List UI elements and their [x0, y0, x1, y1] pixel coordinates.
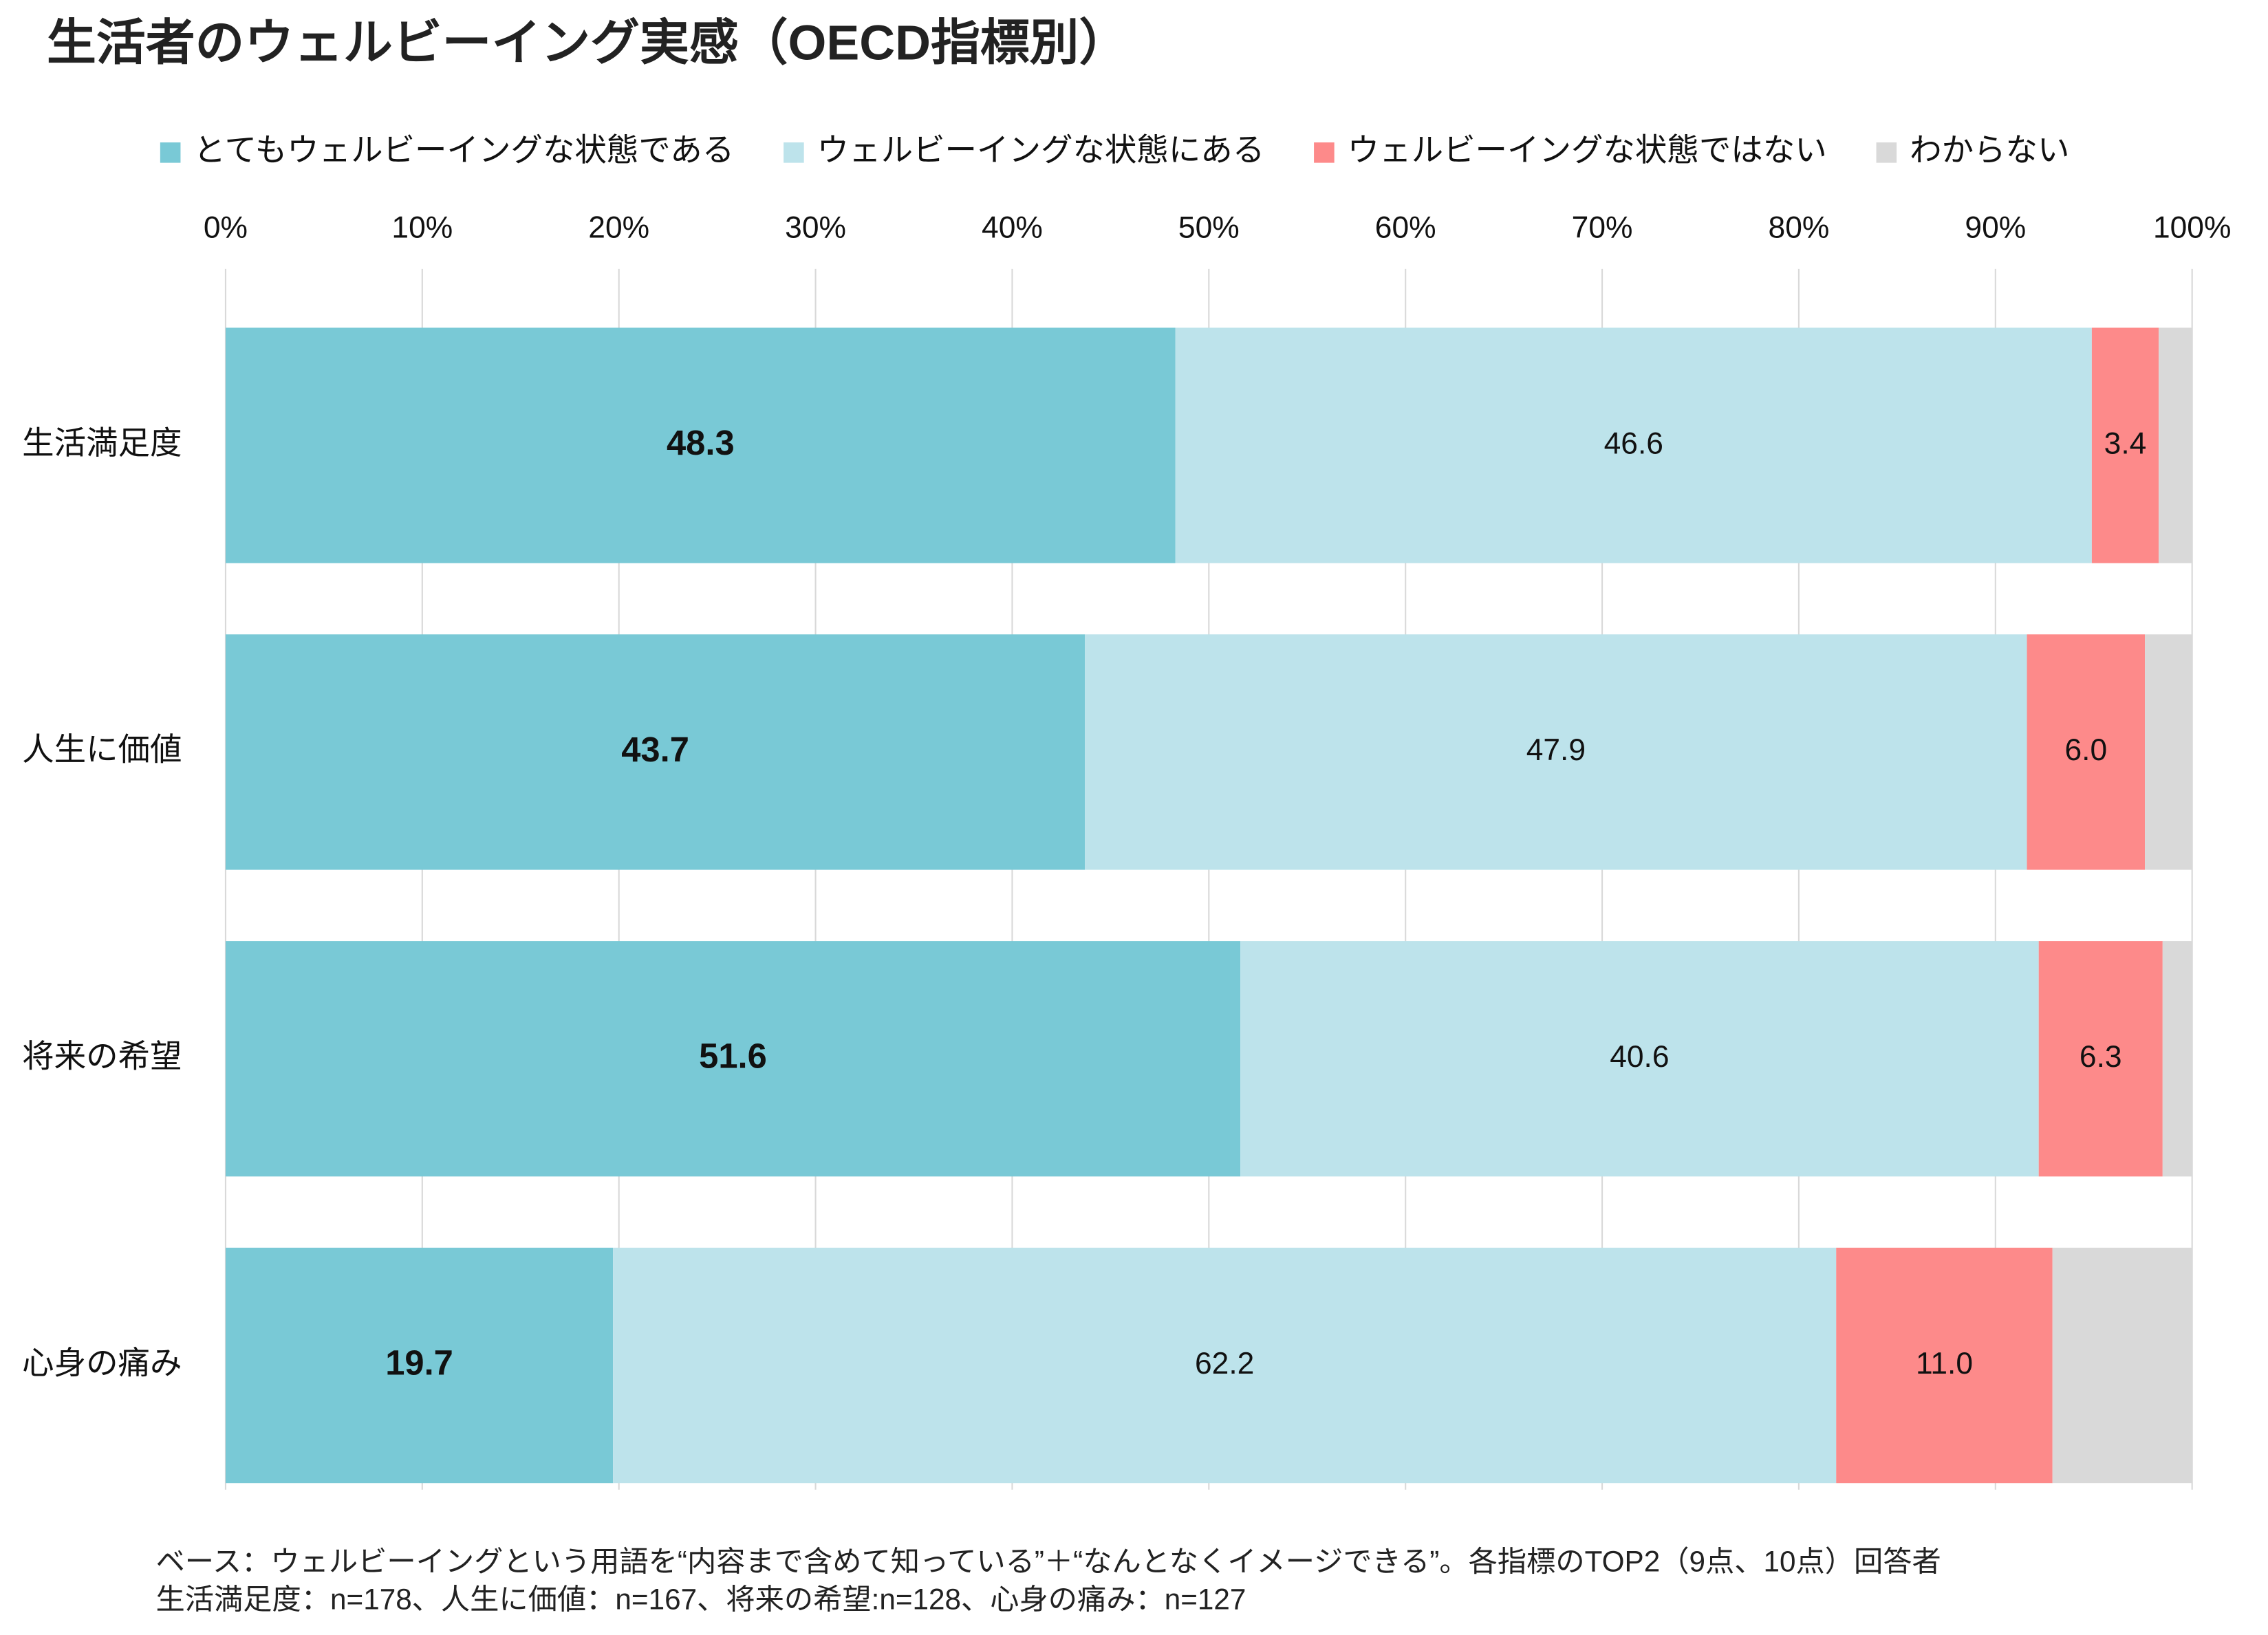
legend-label: わからない [1910, 132, 2069, 168]
bar-segment [225, 941, 1241, 1177]
bar-segment [1836, 1247, 2053, 1484]
legend-swatch [1314, 142, 1335, 163]
legend-swatch [1876, 142, 1897, 163]
bar-segment [1085, 634, 2027, 870]
x-tick-label: 60% [1375, 211, 1436, 245]
data-label: 47.9 [1526, 733, 1586, 767]
x-tick-label: 50% [1178, 211, 1240, 245]
bar-segment [2159, 327, 2192, 563]
bar-segment [2091, 327, 2159, 563]
chart-title: 生活者のウェルビーイング実感（OECD指標別） [47, 16, 1128, 71]
bar-segment [2038, 941, 2163, 1177]
x-tick-label: 20% [588, 211, 649, 245]
category-label: 将来の希望 [22, 1039, 182, 1074]
bar-segment [1175, 327, 2092, 563]
bar-segment [2052, 1247, 2192, 1484]
x-tick-label: 40% [982, 211, 1043, 245]
legend-swatch [160, 142, 181, 163]
data-label: 48.3 [667, 423, 735, 462]
x-tick-label: 10% [391, 211, 453, 245]
data-label: 6.3 [2080, 1040, 2122, 1074]
category-label: 心身の痛み [22, 1345, 182, 1380]
x-tick-label: 90% [1965, 211, 2026, 245]
data-label: 51.6 [699, 1037, 767, 1076]
data-label: 62.2 [1195, 1347, 1254, 1380]
bar-segment [2162, 941, 2192, 1177]
data-label: 3.4 [2104, 426, 2147, 460]
x-tick-label: 80% [1769, 211, 1830, 245]
data-label: 43.7 [621, 730, 689, 769]
legend-swatch [784, 142, 804, 163]
legend-label: とてもウェルビーイングな状態である [193, 132, 734, 168]
x-tick-label: 70% [1572, 211, 1633, 245]
bar-segment [225, 327, 1176, 563]
data-label: 19.7 [385, 1343, 453, 1382]
bar-segment [2027, 634, 2146, 870]
bar-segment [225, 634, 1086, 870]
legend-label: ウェルビーイングな状態にある [817, 132, 1265, 168]
category-label: 生活満足度 [22, 425, 182, 461]
x-tick-label: 100% [2153, 211, 2231, 245]
bar-segment [613, 1247, 1837, 1484]
legend-label: ウェルビーイングな状態ではない [1348, 132, 1827, 168]
bars [225, 327, 2192, 1484]
data-label: 46.6 [1604, 426, 1663, 460]
bar-segment [2145, 634, 2192, 870]
data-label: 6.0 [2064, 733, 2107, 767]
note: ベース：ウェルビーイングという用語を“内容まで含めて知っている”＋“なんとなくイ… [156, 1546, 1941, 1578]
category-label: 人生に価値 [22, 732, 182, 768]
bar-segment [1240, 941, 2039, 1177]
x-tick-label: 0% [204, 211, 248, 245]
data-label: 11.0 [1916, 1347, 1973, 1380]
note: 生活満足度：n=178、人生に価値：n=167、将来の希望:n=128、心身の痛… [156, 1583, 1246, 1616]
x-tick-label: 30% [785, 211, 846, 245]
bar-segment [225, 1247, 614, 1484]
data-label: 40.6 [1610, 1040, 1669, 1074]
